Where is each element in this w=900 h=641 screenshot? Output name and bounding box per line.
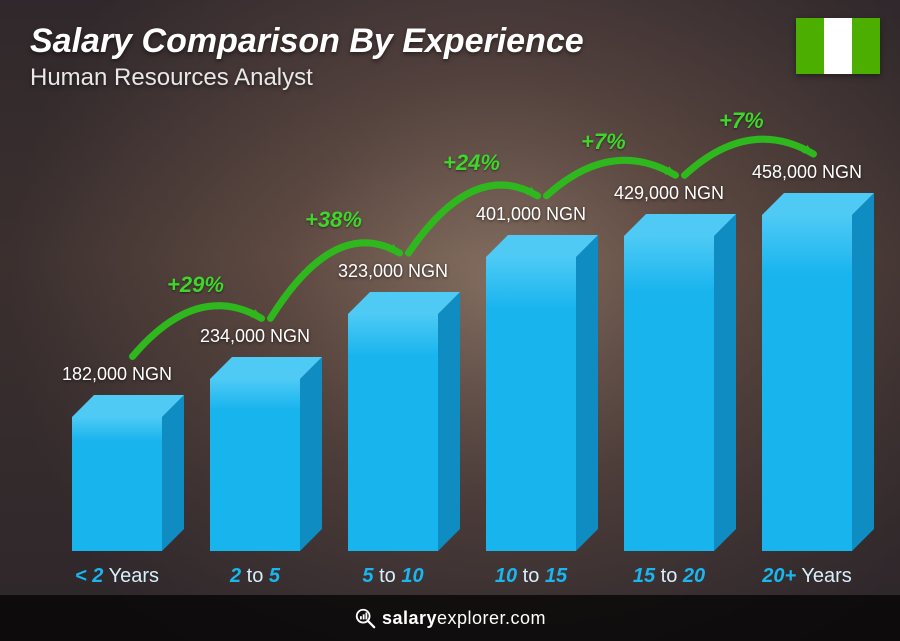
magnifier-bars-icon: [354, 607, 376, 629]
chart-subtitle: Human Resources Analyst: [30, 64, 313, 92]
footer-bar: salaryexplorer.com: [0, 595, 900, 641]
brand-logo: salaryexplorer.com: [354, 607, 546, 629]
chart-title: Salary Comparison By Experience: [30, 22, 584, 61]
bar-category-label: 20+ Years: [717, 565, 897, 588]
brand-text: salaryexplorer.com: [382, 608, 546, 629]
country-flag-nigeria: [796, 18, 880, 74]
infographic-stage: Salary Comparison By Experience Human Re…: [0, 0, 900, 641]
bar-chart: 182,000 NGN< 2 Years234,000 NGN2 to 5+29…: [30, 120, 860, 551]
flag-stripe: [824, 18, 852, 74]
growth-arrow: [30, 100, 900, 560]
flag-stripe: [852, 18, 880, 74]
brand-rest: explorer.com: [437, 608, 546, 628]
flag-stripe: [796, 18, 824, 74]
delta-label: +7%: [719, 108, 764, 134]
brand-bold: salary: [382, 608, 437, 628]
